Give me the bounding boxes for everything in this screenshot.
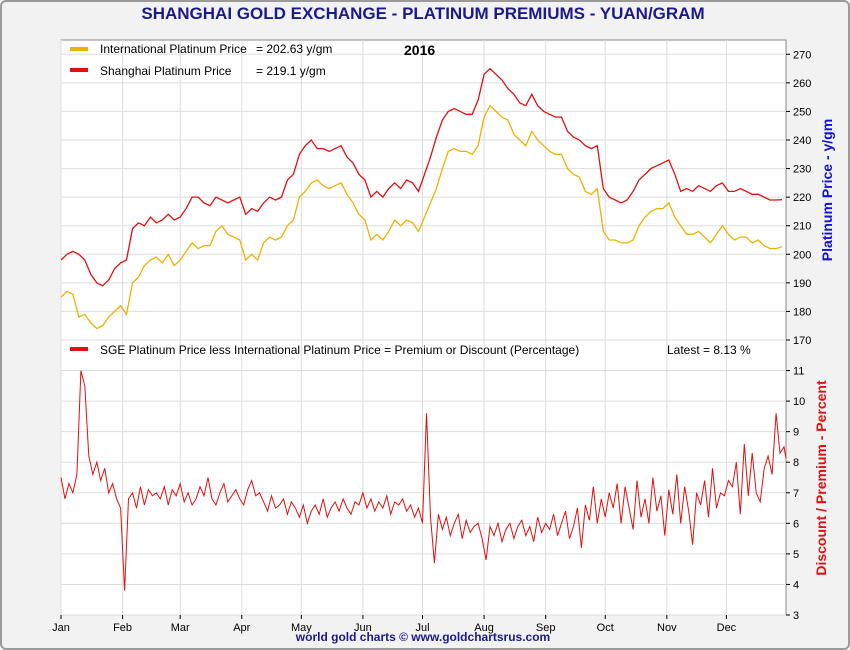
top-series-lines (60, 67, 783, 330)
bottom-y-ticks: 3 4 5 6 7 8 9 10 11 (786, 339, 805, 622)
legend-swatch-international (70, 47, 88, 51)
legend-swatch-premium (70, 347, 88, 351)
legend-label-international: International Platinum Price (100, 42, 247, 56)
premium-line (60, 370, 787, 591)
bottom-panel (60, 339, 787, 616)
legend-value-premium: Latest = 8.13 % (667, 343, 751, 357)
x-tick-label: Nov (657, 622, 677, 634)
x-tick-label: Sep (536, 622, 556, 634)
x-tick-label: Jul (415, 622, 429, 634)
legend-label-shanghai: Shanghai Platinum Price (100, 64, 232, 78)
y-tick-label-bottom: 10 (793, 396, 805, 408)
y-tick-label-top: 250 (793, 106, 811, 118)
y-tick-label-bottom: 4 (793, 579, 799, 591)
y-tick-label-top: 260 (793, 78, 811, 90)
x-tick-label: Apr (233, 622, 250, 634)
y-tick-label-top: 190 (793, 278, 811, 290)
international-price-line (60, 104, 783, 330)
y-tick-label-bottom: 7 (793, 488, 799, 500)
legend-value-international: = 202.63 y/gm (256, 42, 332, 56)
y-tick-label-top: 270 (793, 49, 811, 61)
legend-value-shanghai: = 219.1 y/gm (256, 64, 326, 78)
legend-swatch-shanghai (70, 68, 88, 72)
chart-year-title: 2016 (404, 42, 435, 58)
legend-label-premium: SGE Platinum Price less International Pl… (100, 343, 579, 357)
x-tick-label: Jan (52, 622, 70, 634)
page-title: SHANGHAI GOLD EXCHANGE - PLATINUM PREMIU… (141, 4, 705, 23)
y-tick-label-bottom: 8 (793, 457, 799, 469)
y-axis-title-bottom: Discount / Premium - Percent (813, 380, 829, 576)
top-y-ticks: 170 180 190 200 210 220 230 240 250 260 270 (786, 49, 811, 347)
y-tick-label-bottom: 3 (793, 610, 799, 622)
y-tick-label-bottom: 5 (793, 549, 799, 561)
footer-credit: world gold charts © www.goldchartsrus.co… (295, 630, 551, 644)
y-tick-label-bottom: 11 (793, 366, 804, 378)
shanghai-price-line (60, 67, 783, 287)
y-tick-label-top: 170 (793, 335, 811, 347)
x-ticks: Jan Feb Mar Apr May Jun Jul Aug Sep Oct Nov Dec (52, 615, 737, 634)
y-tick-label-top: 210 (793, 221, 811, 233)
x-tick-label: Dec (717, 622, 737, 634)
y-tick-label-top: 240 (793, 135, 811, 147)
bottom-series-lines (60, 370, 787, 591)
top-gridlines (60, 40, 786, 341)
y-tick-label-top: 220 (793, 192, 811, 204)
x-tick-label: Feb (113, 622, 132, 634)
y-tick-label-bottom: 9 (793, 427, 799, 439)
x-tick-label: Mar (171, 622, 190, 634)
y-tick-label-top: 180 (793, 306, 811, 318)
x-tick-label: Oct (597, 622, 614, 634)
y-axis-title-top: Platinum Price - y/gm (819, 119, 835, 261)
y-tick-label-bottom: 6 (793, 518, 799, 530)
top-panel (60, 39, 787, 341)
x-tick-label: Aug (474, 622, 494, 634)
x-tick-label: Jun (354, 622, 372, 634)
x-tick-label: May (291, 622, 312, 634)
y-tick-label-top: 200 (793, 249, 811, 261)
y-tick-label-top: 230 (793, 164, 811, 176)
